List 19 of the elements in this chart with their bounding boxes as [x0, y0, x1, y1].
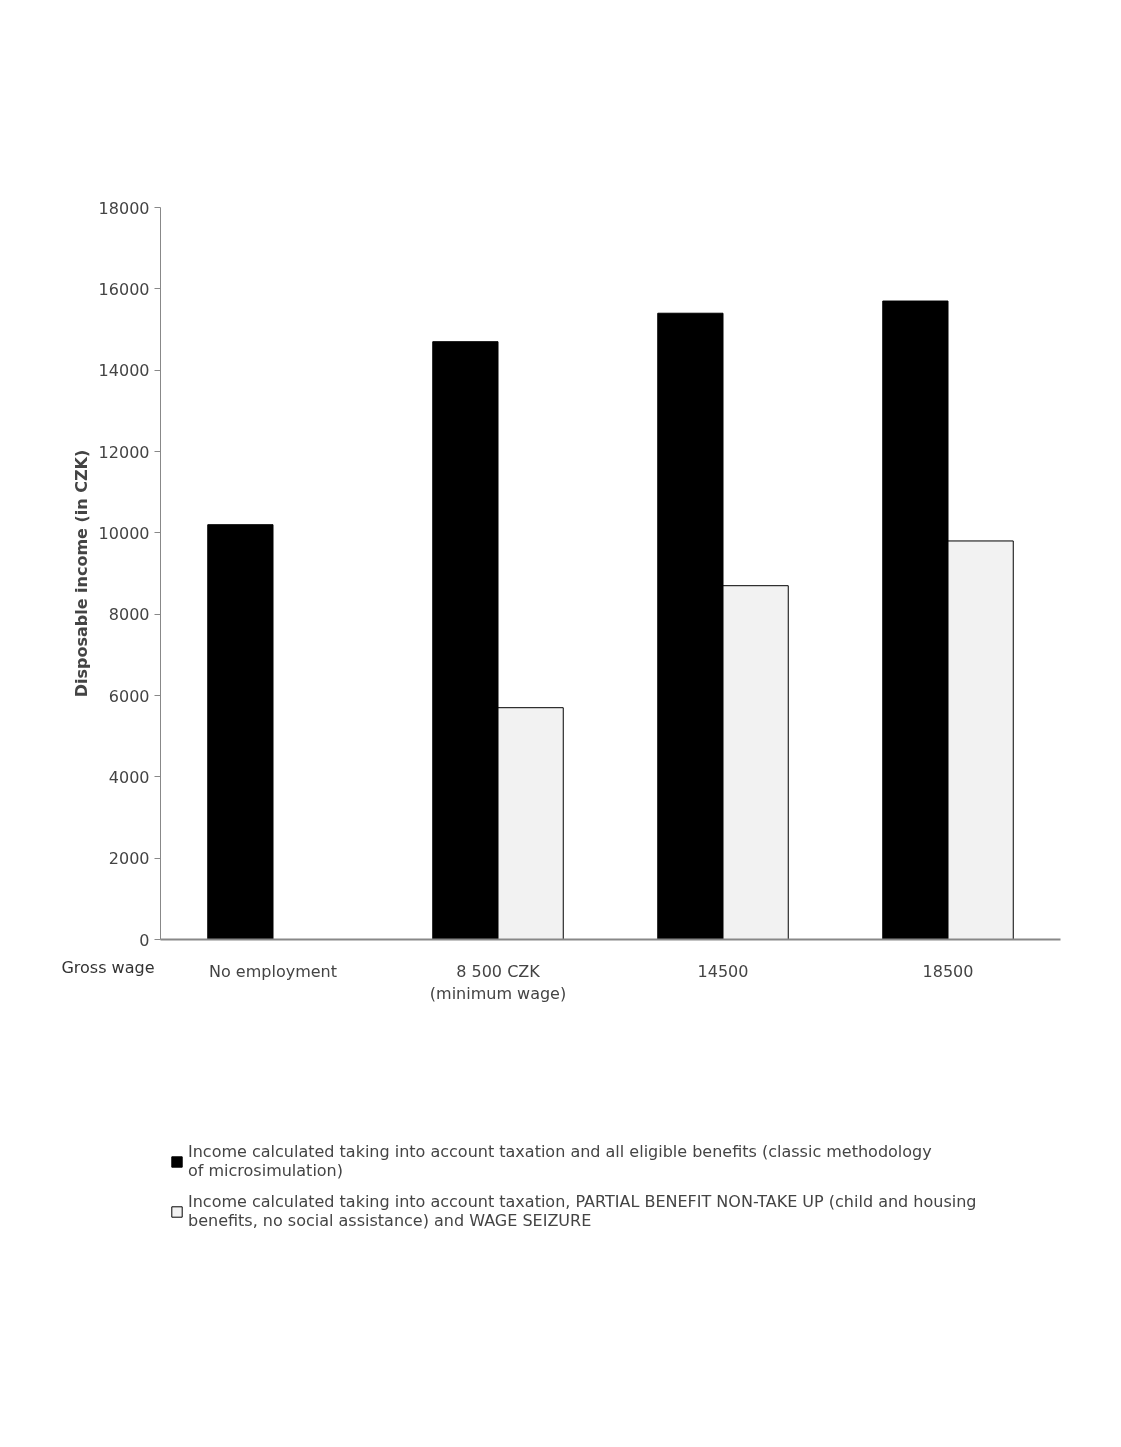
- y-tick-label: 4000: [108, 767, 150, 787]
- legend-label: Income calculated taking into account taxation, PARTIAL BENEFIT NON-TAKE UP (child and housing benefits, no social assistance) and WAGE SEIZURE: [188, 1192, 977, 1230]
- y-tick-label: 10000: [98, 523, 150, 543]
- y-tick-label: 6000: [108, 686, 150, 706]
- legend-label: Income calculated taking into account taxation and all eligible benefits (classic methodology of microsimulation): [188, 1142, 932, 1180]
- x-tick-label: 8 500 CZK (minimum wage): [429, 961, 567, 1004]
- y-tick-label: 12000: [98, 442, 150, 462]
- bar: [207, 524, 274, 940]
- y-tick-label: 18000: [98, 198, 150, 218]
- x-tick-label: No employment: [209, 961, 337, 981]
- x-tick-label: 18500: [922, 961, 974, 981]
- x-axis-title: Gross wage: [61, 957, 155, 977]
- y-axis-title: Disposable income (in CZK): [71, 449, 91, 698]
- y-tick-label: 8000: [108, 605, 150, 625]
- y-tick-label: 2000: [108, 849, 150, 869]
- y-tick-label: 0: [139, 930, 150, 950]
- y-tick-label: 14000: [98, 361, 150, 381]
- y-tick-label: 16000: [98, 279, 150, 299]
- x-tick-label: 14500: [697, 961, 749, 981]
